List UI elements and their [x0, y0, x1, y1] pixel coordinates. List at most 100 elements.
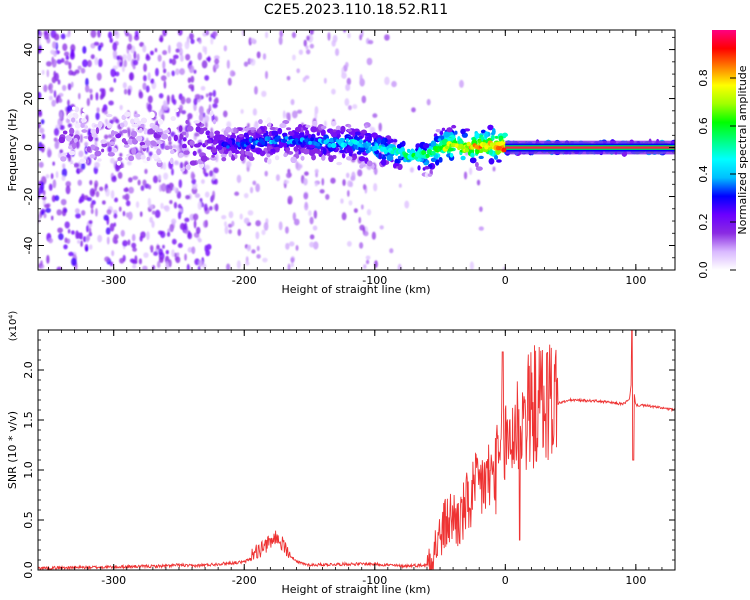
spectrogram-noise-cell	[195, 226, 201, 235]
spectrogram-noise-cell	[384, 34, 390, 41]
spectrogram-noise-cell	[231, 220, 235, 227]
spectrogram-band-cell	[212, 141, 217, 145]
spectrogram-noise-cell	[129, 258, 135, 263]
spectrogram-noise-cell	[204, 191, 210, 198]
spectrogram-band-cell	[380, 159, 387, 166]
spectrogram-noise-cell	[89, 88, 93, 94]
y-tick-label: -40	[22, 237, 35, 255]
spectrogram-noise-cell	[348, 105, 352, 111]
spectrogram-band-cell	[229, 145, 236, 150]
spectrogram-noise-cell	[41, 210, 44, 216]
spectrogram-noise-cell	[41, 196, 47, 201]
y-tick-label: 1.5	[22, 411, 35, 429]
spectrogram-noise-cell	[291, 31, 297, 39]
spectrogram-noise-cell	[75, 230, 79, 240]
spectrogram-noise-cell	[185, 53, 191, 61]
spectrogram-noise-cell	[53, 70, 57, 79]
spectrogram-noise-cell	[313, 241, 319, 250]
spectrogram-noise-cell	[88, 220, 93, 225]
spectrogram-band-cell	[192, 150, 197, 156]
spectrogram-band-cell	[417, 165, 421, 171]
spectrogram-band-cell	[81, 113, 85, 117]
spectrogram-noise-cell	[56, 266, 62, 270]
x-tick-label: 0	[502, 574, 509, 587]
spectrogram-noise-cell	[177, 211, 182, 220]
spectrogram-band-cell	[346, 156, 353, 161]
spectrogram-noise-cell	[60, 33, 66, 40]
spectrogram-noise-cell	[202, 168, 207, 175]
spectrogram-noise-cell	[122, 82, 127, 89]
spectrogram-band-cell	[441, 127, 446, 131]
spectrogram-noise-cell	[73, 162, 80, 168]
spectrogram-band-cell	[469, 157, 477, 164]
spectrogram-noise-cell	[104, 118, 108, 124]
spectrogram-band-cell	[86, 146, 91, 153]
spectrogram-band-cell	[238, 133, 244, 138]
spectrogram-band-cell	[310, 126, 318, 133]
spectrogram-noise-cell	[94, 161, 100, 169]
spectrogram-band-cell	[231, 156, 236, 161]
spectrogram-band-cell	[89, 154, 96, 159]
spectrogram-band-cell	[220, 153, 227, 158]
spectrogram-noise-cell	[204, 219, 208, 228]
spectrogram-noise-cell	[342, 179, 346, 187]
spectrogram-band-cell	[111, 147, 117, 153]
spectrogram-band-cell	[127, 138, 134, 145]
spectrogram-noise-cell	[245, 256, 249, 264]
x-tick-label: -300	[101, 574, 126, 587]
spectrogram-band-cell	[427, 173, 433, 177]
spectrogram-noise-cell	[296, 109, 303, 114]
spectrogram-band-cell	[266, 153, 271, 158]
spectrogram-noise-cell	[85, 246, 89, 252]
spectrogram-noise-cell	[285, 112, 289, 120]
spectrogram-noise-cell	[45, 207, 51, 213]
spectrogram-noise-cell	[285, 242, 290, 250]
spectrogram-band-cell	[488, 158, 495, 165]
spectrogram-noise-cell	[476, 179, 481, 186]
spectrogram-noise-cell	[204, 46, 208, 55]
spectrogram-noise-cell	[78, 92, 81, 100]
spectrogram-noise-cell	[309, 216, 314, 225]
spectrogram-band-cell	[178, 152, 184, 158]
spectrogram-noise-cell	[86, 234, 91, 242]
spectrogram-noise-cell	[256, 51, 261, 59]
spectrogram-band-cell	[122, 129, 128, 134]
snr-ticks: -300 -200 -100 0 100 0.0 0.5 1.0 1.5 2.0	[22, 330, 676, 587]
spectrogram-band-cell	[316, 132, 320, 136]
spectrogram-band-cell	[249, 131, 256, 136]
spectrogram-band-cell	[183, 150, 190, 155]
spectrogram-noise-cell	[502, 266, 506, 270]
spectrogram-noise-cell	[67, 229, 71, 234]
spectrogram-noise-cell	[213, 167, 219, 174]
spectrogram-noise-cell	[191, 178, 197, 185]
spectrogram-band-cell	[312, 147, 319, 154]
spectrogram-noise-cell	[48, 95, 53, 101]
spectrogram-noise-cell	[41, 69, 45, 75]
spectrogram-noise-cell	[243, 217, 250, 224]
spectrogram-band-cell	[107, 152, 115, 157]
spectrogram-band-cell	[447, 137, 451, 142]
spectrogram-noise-cell	[163, 68, 167, 74]
spectrogram-noise-cell	[90, 202, 94, 209]
spectrogram-noise-cell	[252, 108, 257, 116]
spectrogram-noise-cell	[163, 172, 169, 180]
spectrogram-noise-cell	[89, 179, 93, 186]
spectrogram-noise-cell	[192, 213, 199, 221]
spectrogram-noise-cell	[184, 253, 187, 261]
spectrogram-noise-cell	[366, 259, 370, 265]
spectrogram-noise-cell	[197, 148, 202, 155]
spectrogram-noise-cell	[77, 179, 83, 186]
spectrogram-band-cell	[80, 122, 85, 128]
ridge-point	[345, 138, 350, 142]
spectrogram-noise-cell	[110, 157, 115, 164]
spectrogram-band-cell	[422, 143, 430, 149]
spectrogram-band-cell	[227, 134, 231, 138]
spectrogram-noise-cell	[468, 167, 473, 175]
spectrogram-noise-cell	[264, 70, 269, 80]
spectrogram-band-cell	[366, 160, 373, 167]
spectrogram-noise-cell	[132, 59, 139, 66]
spectrogram-noise-cell	[133, 50, 137, 60]
spectrogram-noise-cell	[190, 38, 195, 45]
spectrogram-band-cell	[489, 149, 493, 156]
spectrogram-noise-cell	[48, 183, 53, 191]
